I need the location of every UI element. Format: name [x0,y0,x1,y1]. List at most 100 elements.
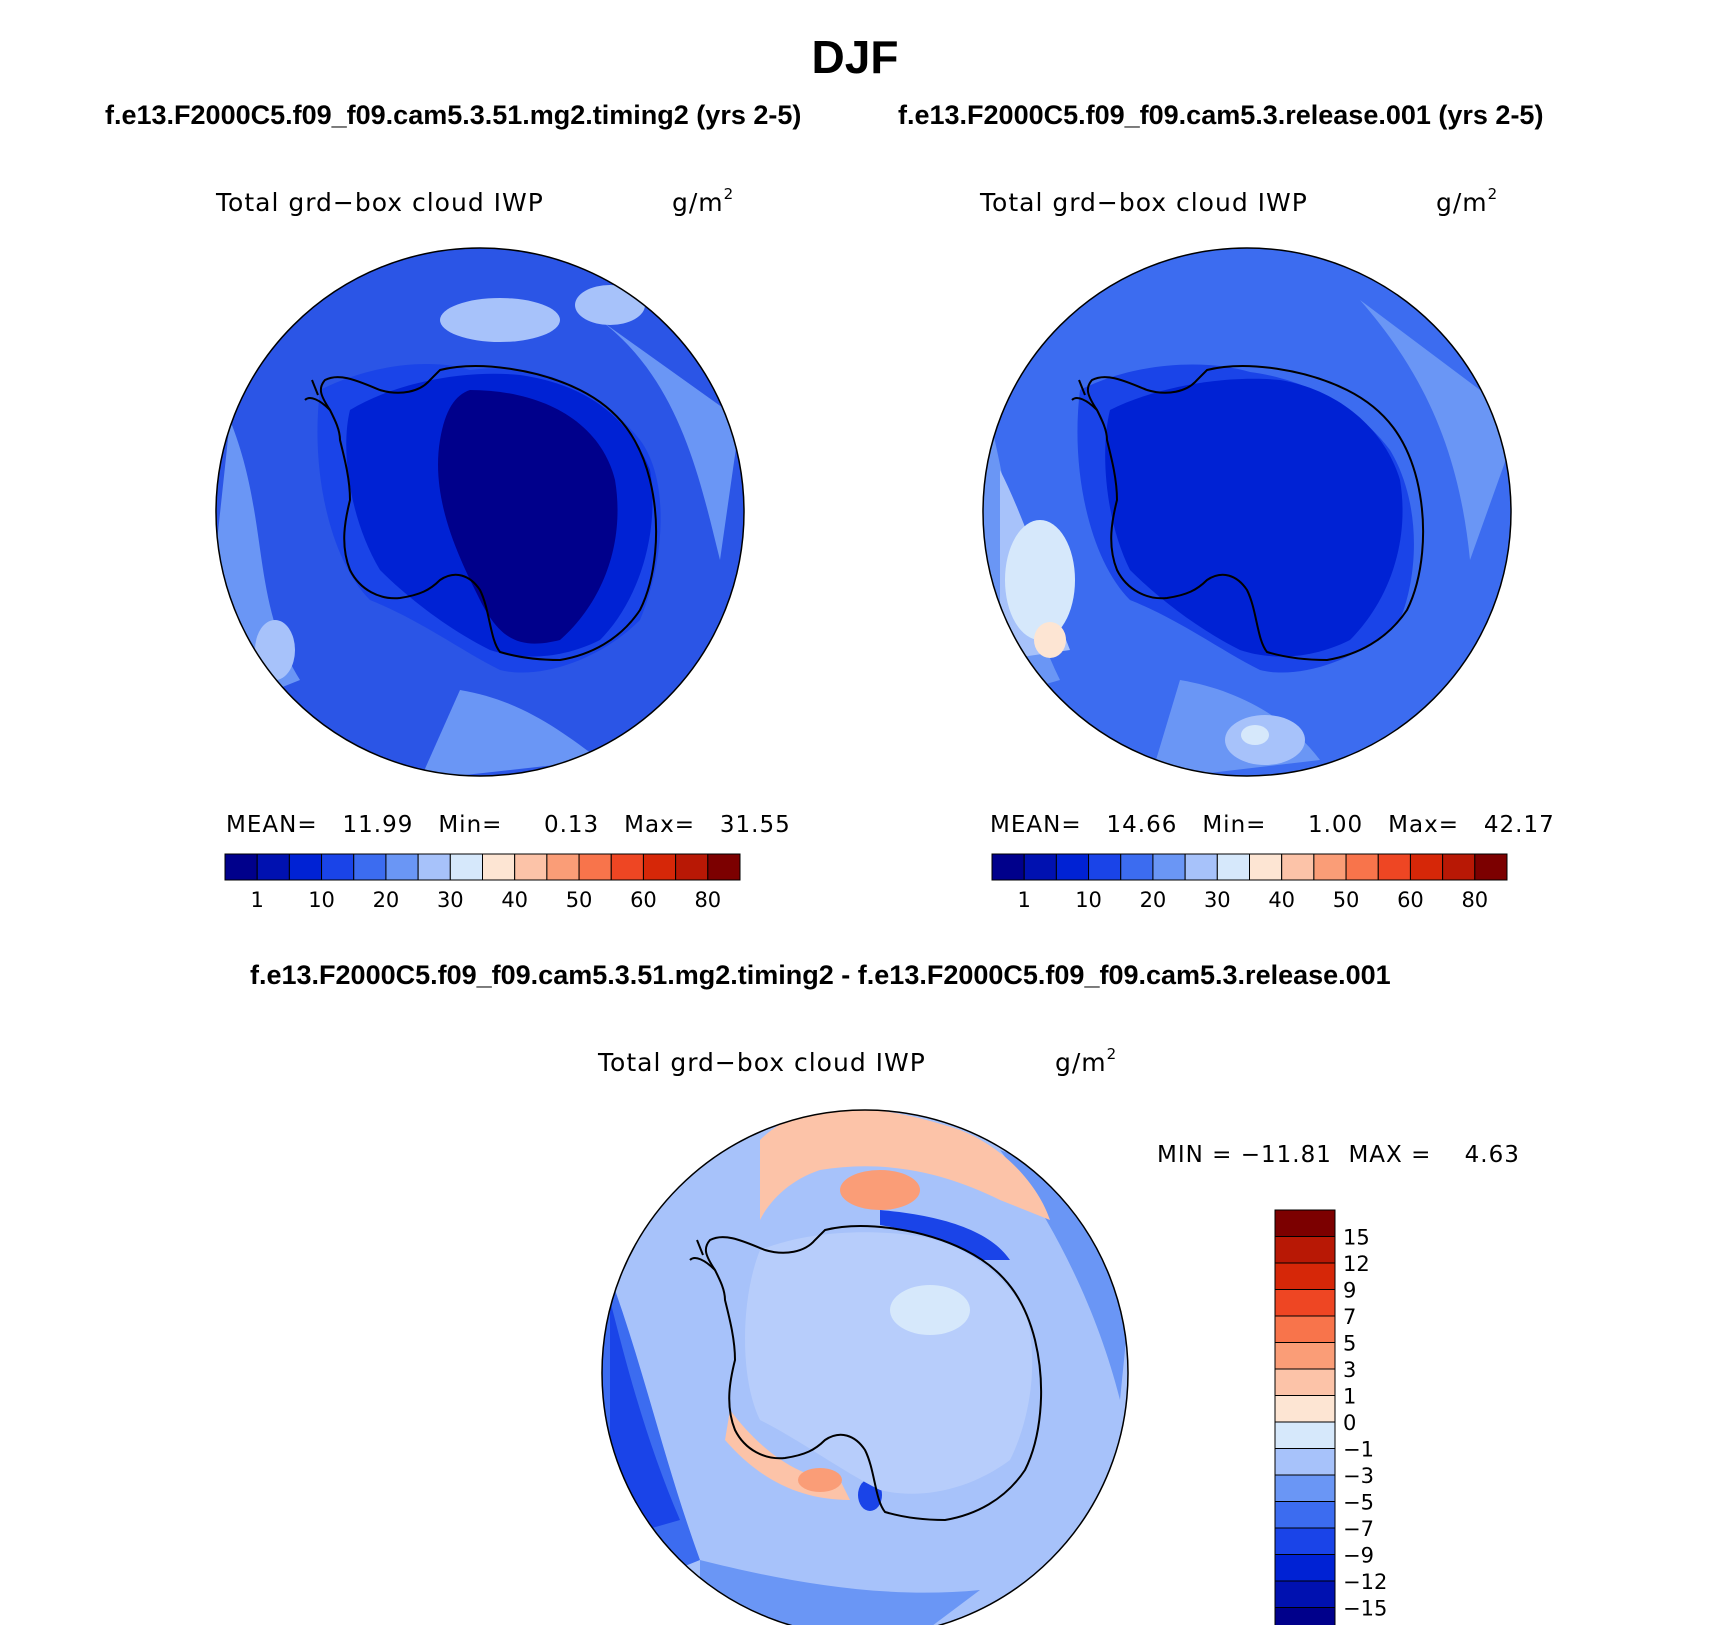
colorbar-diff-swatch [1274,1368,1336,1396]
colorbar-1-swatch [707,853,741,881]
colorbar-2-swatch [1055,853,1090,881]
diff-minmax: MIN = −11.81 MAX = 4.63 [1157,1142,1520,1168]
colorbar-2-label: 1 [1018,888,1031,912]
colorbar-diff-swatch [1274,1554,1336,1582]
map-1-antarctica-coastline [319,365,658,662]
colorbar-diff-swatch [1274,1289,1336,1317]
colorbar-panel-1: 1 10 20 30 40 50 60 80 [224,853,741,912]
colorbar-2-swatch [1184,853,1218,881]
colorbar-1-swatch [417,853,451,881]
colorbar-diff-swatch [1274,1342,1336,1370]
colorbar-1-swatch [675,853,709,881]
colorbar-2-swatch [1152,853,1186,881]
colorbar-1-label: 20 [373,888,400,912]
colorbar-2-swatch [1023,853,1057,881]
colorbar-diff-label: 0 [1343,1411,1356,1435]
map-3-boundary [601,1109,1129,1625]
colorbar-1-swatch [224,853,258,881]
colorbar-diff-label: −7 [1343,1517,1374,1541]
map-1 [216,248,744,776]
panel-2-case-title: f.e13.F2000C5.f09_f09.cam5.3.release.001… [898,100,1544,130]
colorbar-diff-swatch [1274,1262,1336,1290]
colorbar-diff-swatch [1274,1607,1336,1625]
colorbar-diff-swatch [1274,1315,1336,1343]
figure-title: DJF [811,31,899,83]
colorbar-1-swatch [482,853,516,881]
map-3 [602,1110,1128,1625]
colorbar-1-swatch [610,853,644,881]
colorbar-1-swatch [288,853,323,881]
colorbar-2-label: 20 [1140,888,1167,912]
panel-2-units: g/m2 [1436,185,1499,217]
colorbar-2-swatch [1409,853,1444,881]
colorbar-diff-label: 3 [1343,1358,1356,1382]
colorbar-1-swatch [385,853,419,881]
diff-variable: Total grd−box cloud IWP [598,1048,926,1077]
colorbar-2-label: 10 [1075,888,1102,912]
colorbar-1-label: 40 [501,888,528,912]
map-2 [983,248,1511,776]
colorbar-1-swatch [514,853,548,881]
panel-2-variable: Total grd−box cloud IWP [980,188,1308,217]
colorbar-1-label: 80 [694,888,721,912]
colorbar-1-swatch [449,853,483,881]
colorbar-1-swatch [353,853,387,881]
colorbar-diff-label: 12 [1343,1252,1370,1276]
colorbar-1-label: 1 [251,888,264,912]
panel-1-variable: Total grd−box cloud IWP [216,188,544,217]
colorbar-1-label: 50 [566,888,593,912]
colorbar-2-swatch [991,853,1025,881]
colorbar-2-label: 60 [1397,888,1424,912]
colorbar-diff-swatch [1274,1448,1336,1476]
colorbar-diff-swatch [1274,1395,1336,1423]
colorbar-2-swatch [1120,853,1154,881]
colorbar-diff-label: 5 [1343,1332,1356,1356]
map-2-antarctica-coastline [1086,365,1425,662]
colorbar-diff-label: −1 [1343,1438,1374,1462]
colorbar-1-swatch [321,853,355,881]
panel-1-stats: MEAN= 11.99 Min= 0.13 Max= 31.55 [226,812,791,838]
colorbar-diff-label: −5 [1343,1491,1374,1515]
colorbar-diff-label: −15 [1343,1597,1387,1621]
colorbar-2-swatch [1281,853,1315,881]
colorbar-2-swatch [1442,853,1476,881]
colorbar-1-swatch [578,853,612,881]
colorbar-1-label: 60 [630,888,657,912]
colorbar-diff-label: −9 [1343,1544,1374,1568]
map-3-antarctica-coastline [704,1225,1043,1522]
colorbar-panel-2: 1 10 20 30 40 50 60 80 [991,853,1508,912]
colorbar-1-swatch [256,853,290,881]
colorbar-diff-swatch [1274,1421,1336,1449]
colorbar-2-swatch [1216,853,1250,881]
map-2-boundary [982,247,1512,777]
colorbar-diff-label: 1 [1343,1385,1356,1409]
colorbar-diff-label: −12 [1343,1570,1387,1594]
colorbar-2-swatch [1249,853,1283,881]
diff-units: g/m2 [1055,1045,1118,1077]
colorbar-1-swatch [546,853,580,881]
colorbar-diff-swatch [1274,1501,1336,1529]
diff-case-title: f.e13.F2000C5.f09_f09.cam5.3.51.mg2.timi… [250,960,1391,990]
colorbar-2-label: 30 [1204,888,1231,912]
colorbar-diff-label: 7 [1343,1305,1356,1329]
colorbar-1-swatch [642,853,677,881]
colorbar-diff-swatch [1274,1527,1336,1555]
colorbar-2-swatch [1377,853,1411,881]
panel-1-units: g/m2 [672,185,735,217]
colorbar-2-label: 50 [1333,888,1360,912]
colorbar-1-label: 30 [437,888,464,912]
colorbar-2-label: 80 [1461,888,1488,912]
colorbar-2-swatch [1345,853,1379,881]
colorbar-2-swatch [1313,853,1347,881]
colorbar-2-swatch [1474,853,1508,881]
colorbar-diff-label: 15 [1343,1226,1370,1250]
map-1-boundary [215,247,745,777]
colorbar-diff-swatch [1274,1236,1336,1264]
colorbar-1-label: 10 [308,888,335,912]
colorbar-2-swatch [1088,853,1122,881]
panel-1-case-title: f.e13.F2000C5.f09_f09.cam5.3.51.mg2.timi… [105,100,802,130]
colorbar-diff-swatch [1274,1209,1336,1237]
panel-2-stats: MEAN= 14.66 Min= 1.00 Max= 42.17 [990,812,1555,838]
